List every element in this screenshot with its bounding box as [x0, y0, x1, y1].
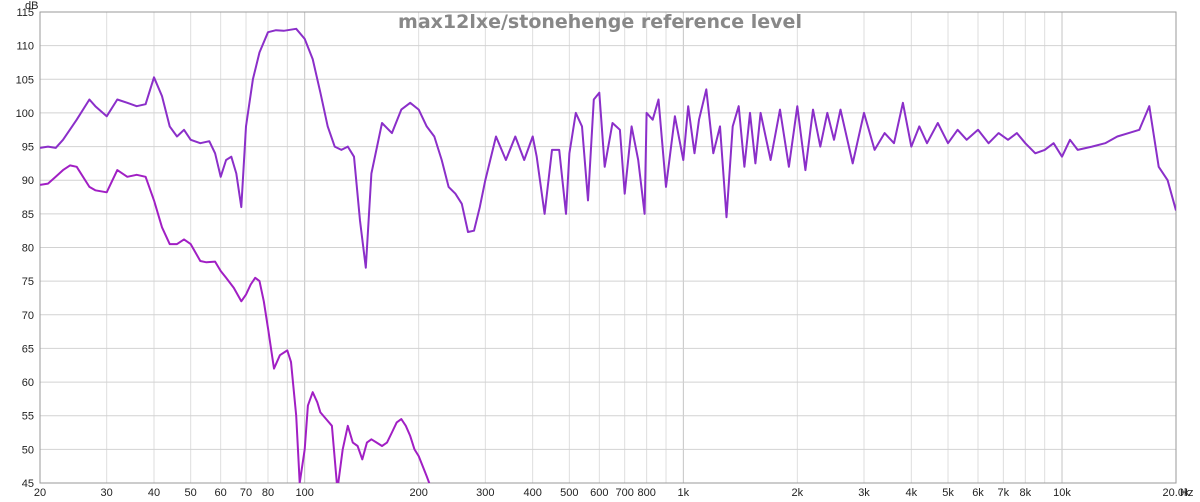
x-tick-label: 300 — [476, 487, 494, 499]
x-tick-label: 7k — [998, 487, 1010, 499]
x-tick-label: 100 — [295, 487, 313, 499]
y-tick-label: 65 — [22, 343, 34, 355]
x-tick-label: 600 — [590, 487, 608, 499]
y-tick-label: 90 — [22, 175, 34, 187]
x-tick-label: 2k — [792, 487, 804, 499]
x-tick-label: 6k — [972, 487, 984, 499]
y-tick-label: 100 — [16, 108, 34, 120]
x-tick-label: 3k — [858, 487, 870, 499]
plot-frame — [39, 11, 1177, 484]
y-axis: 45 50 55 60 65 70 75 80 85 90 95 100 105 110 115 — [16, 7, 34, 490]
x-tick-label: 500 — [560, 487, 578, 499]
series-line-2 — [40, 164, 431, 483]
y-tick-label: 85 — [22, 209, 34, 221]
series-line-1 — [40, 27, 1176, 269]
x-tick-label: 10k — [1053, 487, 1071, 499]
y-axis-label: dB — [25, 0, 38, 12]
x-tick-label: 400 — [523, 487, 541, 499]
x-tick-label: 200 — [409, 487, 427, 499]
x-tick-label: 20 — [34, 487, 46, 499]
x-tick-label: 20.0k — [1163, 487, 1190, 499]
y-tick-label: 110 — [16, 41, 34, 53]
y-tick-label: 70 — [22, 310, 34, 322]
x-tick-label: 40 — [148, 487, 160, 499]
x-tick-label: 80 — [262, 487, 274, 499]
series-layer — [40, 27, 1176, 483]
y-tick-label: 75 — [22, 276, 34, 288]
chart-title: max12lxe/stonehenge reference level — [398, 11, 802, 33]
x-tick-label: 60 — [215, 487, 227, 499]
x-tick-label: 30 — [101, 487, 113, 499]
x-axis-unit: Hz — [1180, 487, 1193, 499]
x-tick-label: 4k — [906, 487, 918, 499]
grid — [39, 11, 1177, 484]
x-tick-label: 50 — [185, 487, 197, 499]
x-tick-label: 8k — [1020, 487, 1032, 499]
x-axis: 20 30 40 50 60 70 80 100 200 300 400 500 600 700 800 1k… — [34, 487, 1190, 499]
x-tick-label: 700 — [616, 487, 634, 499]
y-tick-label: 50 — [22, 444, 34, 456]
x-tick-label: 1k — [678, 487, 690, 499]
x-tick-label: 70 — [240, 487, 252, 499]
y-tick-label: 95 — [22, 142, 34, 154]
x-tick-label: 5k — [942, 487, 954, 499]
y-tick-label: 80 — [22, 243, 34, 255]
y-tick-label: 45 — [22, 478, 34, 490]
y-tick-label: 60 — [22, 377, 34, 389]
y-tick-label: 105 — [16, 74, 34, 86]
x-tick-label: 800 — [637, 487, 655, 499]
y-tick-label: 115 — [16, 7, 34, 19]
y-tick-label: 55 — [22, 411, 34, 423]
